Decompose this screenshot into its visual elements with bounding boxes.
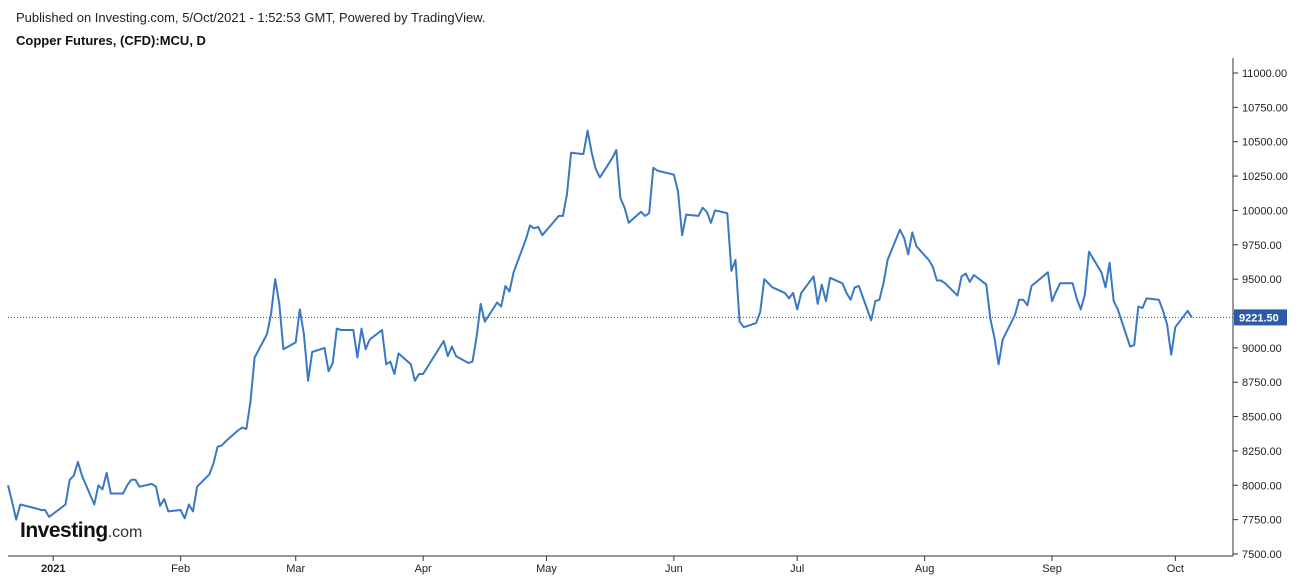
y-tick-label: 7500.00: [1242, 549, 1282, 561]
price-series-line[interactable]: [7, 129, 1193, 521]
x-tick-label: 2021: [41, 563, 65, 575]
axis-labels: 7500.00 7750.00 8000.00 8250.00 8500.00 8750.…: [41, 68, 1288, 575]
x-tick-label: Feb: [171, 563, 190, 575]
x-tick-label: Aug: [915, 563, 935, 575]
y-tick-label: 8750.00: [1242, 377, 1282, 389]
x-tick-label: Sep: [1042, 563, 1062, 575]
published-note: Published on Investing.com, 5/Oct/2021 -…: [16, 10, 486, 25]
y-tick-label: 11000.00: [1242, 68, 1287, 80]
logo-name: Investing: [20, 519, 108, 542]
y-tick-label: 9500.00: [1242, 274, 1282, 286]
y-tick-label: 10500.00: [1242, 137, 1288, 149]
logo-suffix: .com: [107, 524, 143, 541]
y-tick-label: 7750.00: [1242, 515, 1282, 527]
x-tick-label: Jun: [665, 563, 683, 575]
y-tick-label: 9000.00: [1242, 343, 1282, 355]
last-price-label: 9221.50: [1239, 312, 1279, 324]
x-tick-label: Jul: [790, 563, 804, 575]
y-tick-label: 8000.00: [1242, 480, 1282, 492]
y-tick-label: 8250.00: [1242, 446, 1282, 458]
y-tick-label: 9750.00: [1242, 240, 1282, 252]
x-tick-label: Mar: [286, 563, 305, 575]
y-tick-label: 8500.00: [1242, 412, 1282, 424]
series-layer: [7, 129, 1233, 521]
x-tick-label: Apr: [415, 563, 432, 575]
chart-title: Copper Futures, (CFD):MCU, D: [16, 33, 206, 48]
chart-axes: [8, 58, 1238, 561]
last-price-badge: [1234, 309, 1287, 326]
y-tick-label: 10000.00: [1242, 205, 1288, 217]
y-tick-label: 10250.00: [1242, 171, 1288, 183]
x-tick-label: May: [536, 563, 557, 575]
x-tick-label: Oct: [1167, 563, 1184, 575]
investing-logo: Investing.com: [20, 519, 142, 543]
y-tick-label: 10750.00: [1242, 102, 1288, 114]
